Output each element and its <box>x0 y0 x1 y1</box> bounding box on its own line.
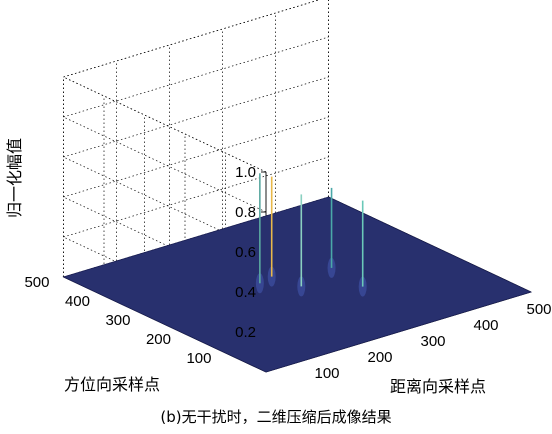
y-tick-label: 400 <box>65 293 90 310</box>
peak-group <box>255 173 367 297</box>
box-edge-top-left <box>63 76 267 173</box>
x-tick-label: 200 <box>367 349 392 366</box>
grid-line-left-z <box>63 116 267 213</box>
y-tick-label: 200 <box>146 331 171 348</box>
y-tick-label: 100 <box>186 350 211 367</box>
surface-polygon <box>62 196 533 373</box>
x-tick-label: 500 <box>526 301 551 318</box>
grid-line-back-z <box>63 116 329 198</box>
z-tick-label: 0.6 <box>235 244 256 261</box>
grid-line-back-z <box>63 76 329 158</box>
y-tick-label: 300 <box>105 312 130 329</box>
z-tick-label: 0.8 <box>235 204 256 221</box>
z-tick-label: 1.0 <box>235 164 256 181</box>
x-tick-label: 100 <box>314 365 339 382</box>
z-axis-label: 归一化幅值 <box>5 138 24 218</box>
surface-plane <box>62 196 533 373</box>
grid-line-back-z <box>63 36 329 118</box>
z-tick-label: 0.2 <box>235 324 256 341</box>
x-axis-label: 距离向采样点 <box>390 377 486 396</box>
grid-line-back-z <box>63 0 320 78</box>
box-edge-top-back <box>63 0 320 78</box>
grid-line-left-z <box>63 76 267 173</box>
y-axis-label: 方位向采样点 <box>64 375 160 394</box>
x-tick-label: 300 <box>420 333 445 350</box>
y-tick-label: 500 <box>24 274 49 291</box>
x-tick-label: 400 <box>473 317 498 334</box>
figure-caption: (b)无干扰时，二维压缩后成像结果 <box>160 408 392 426</box>
z-tick-label: 0.4 <box>235 284 256 301</box>
tick-labels: 0.2 0.4 0.6 0.8 1.0 100 200 300 400 500 100 200 300 4… <box>24 164 551 382</box>
